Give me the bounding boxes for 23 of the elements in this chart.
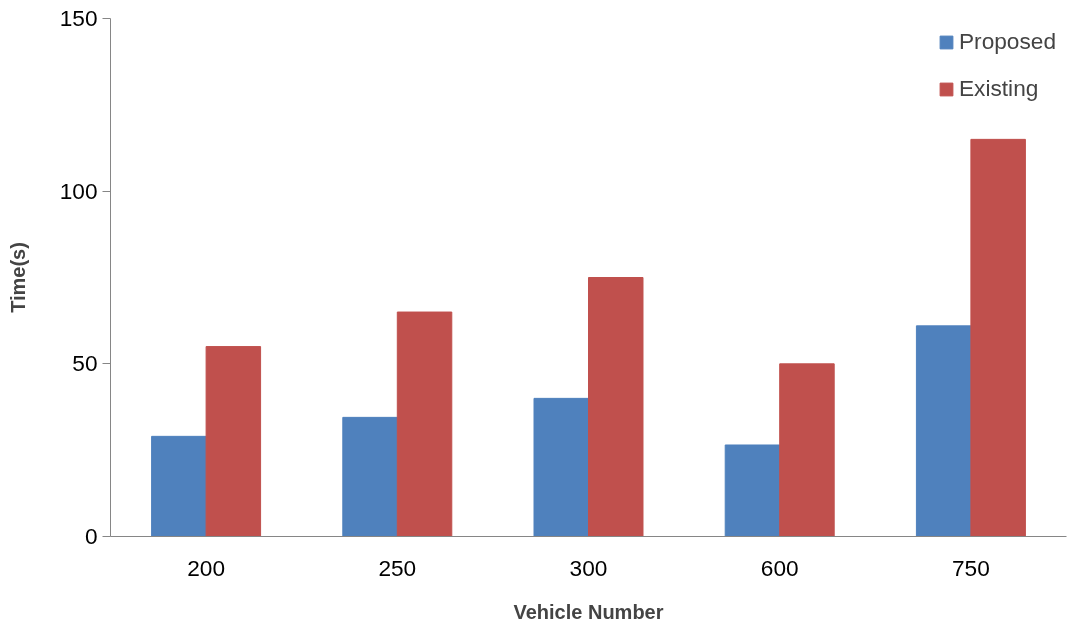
- bar: [205, 346, 262, 537]
- bar: [779, 363, 835, 537]
- bar: [396, 311, 453, 537]
- bar: [151, 435, 207, 537]
- legend-label: Proposed: [959, 28, 1056, 55]
- y-tick-label: 50: [72, 350, 98, 377]
- y-tick-label: 0: [84, 523, 98, 549]
- bar: [342, 416, 398, 537]
- legend-label: Existing: [959, 75, 1039, 102]
- y-tick-label: 100: [59, 177, 98, 204]
- x-tick-label: 300: [569, 554, 608, 581]
- y-tick-label: 150: [59, 5, 98, 31]
- x-axis-title: Vehicle Number: [513, 600, 664, 623]
- bar: [915, 325, 972, 537]
- bar: [970, 138, 1026, 537]
- x-tick-label: 750: [952, 554, 990, 581]
- y-axis-title: Time(s): [6, 242, 29, 313]
- bar: [724, 444, 781, 537]
- x-tick-label: 250: [378, 554, 417, 581]
- x-tick-label: 200: [187, 554, 226, 581]
- x-tick-label: 600: [760, 554, 799, 581]
- bar: [533, 397, 589, 537]
- bar: [588, 277, 644, 537]
